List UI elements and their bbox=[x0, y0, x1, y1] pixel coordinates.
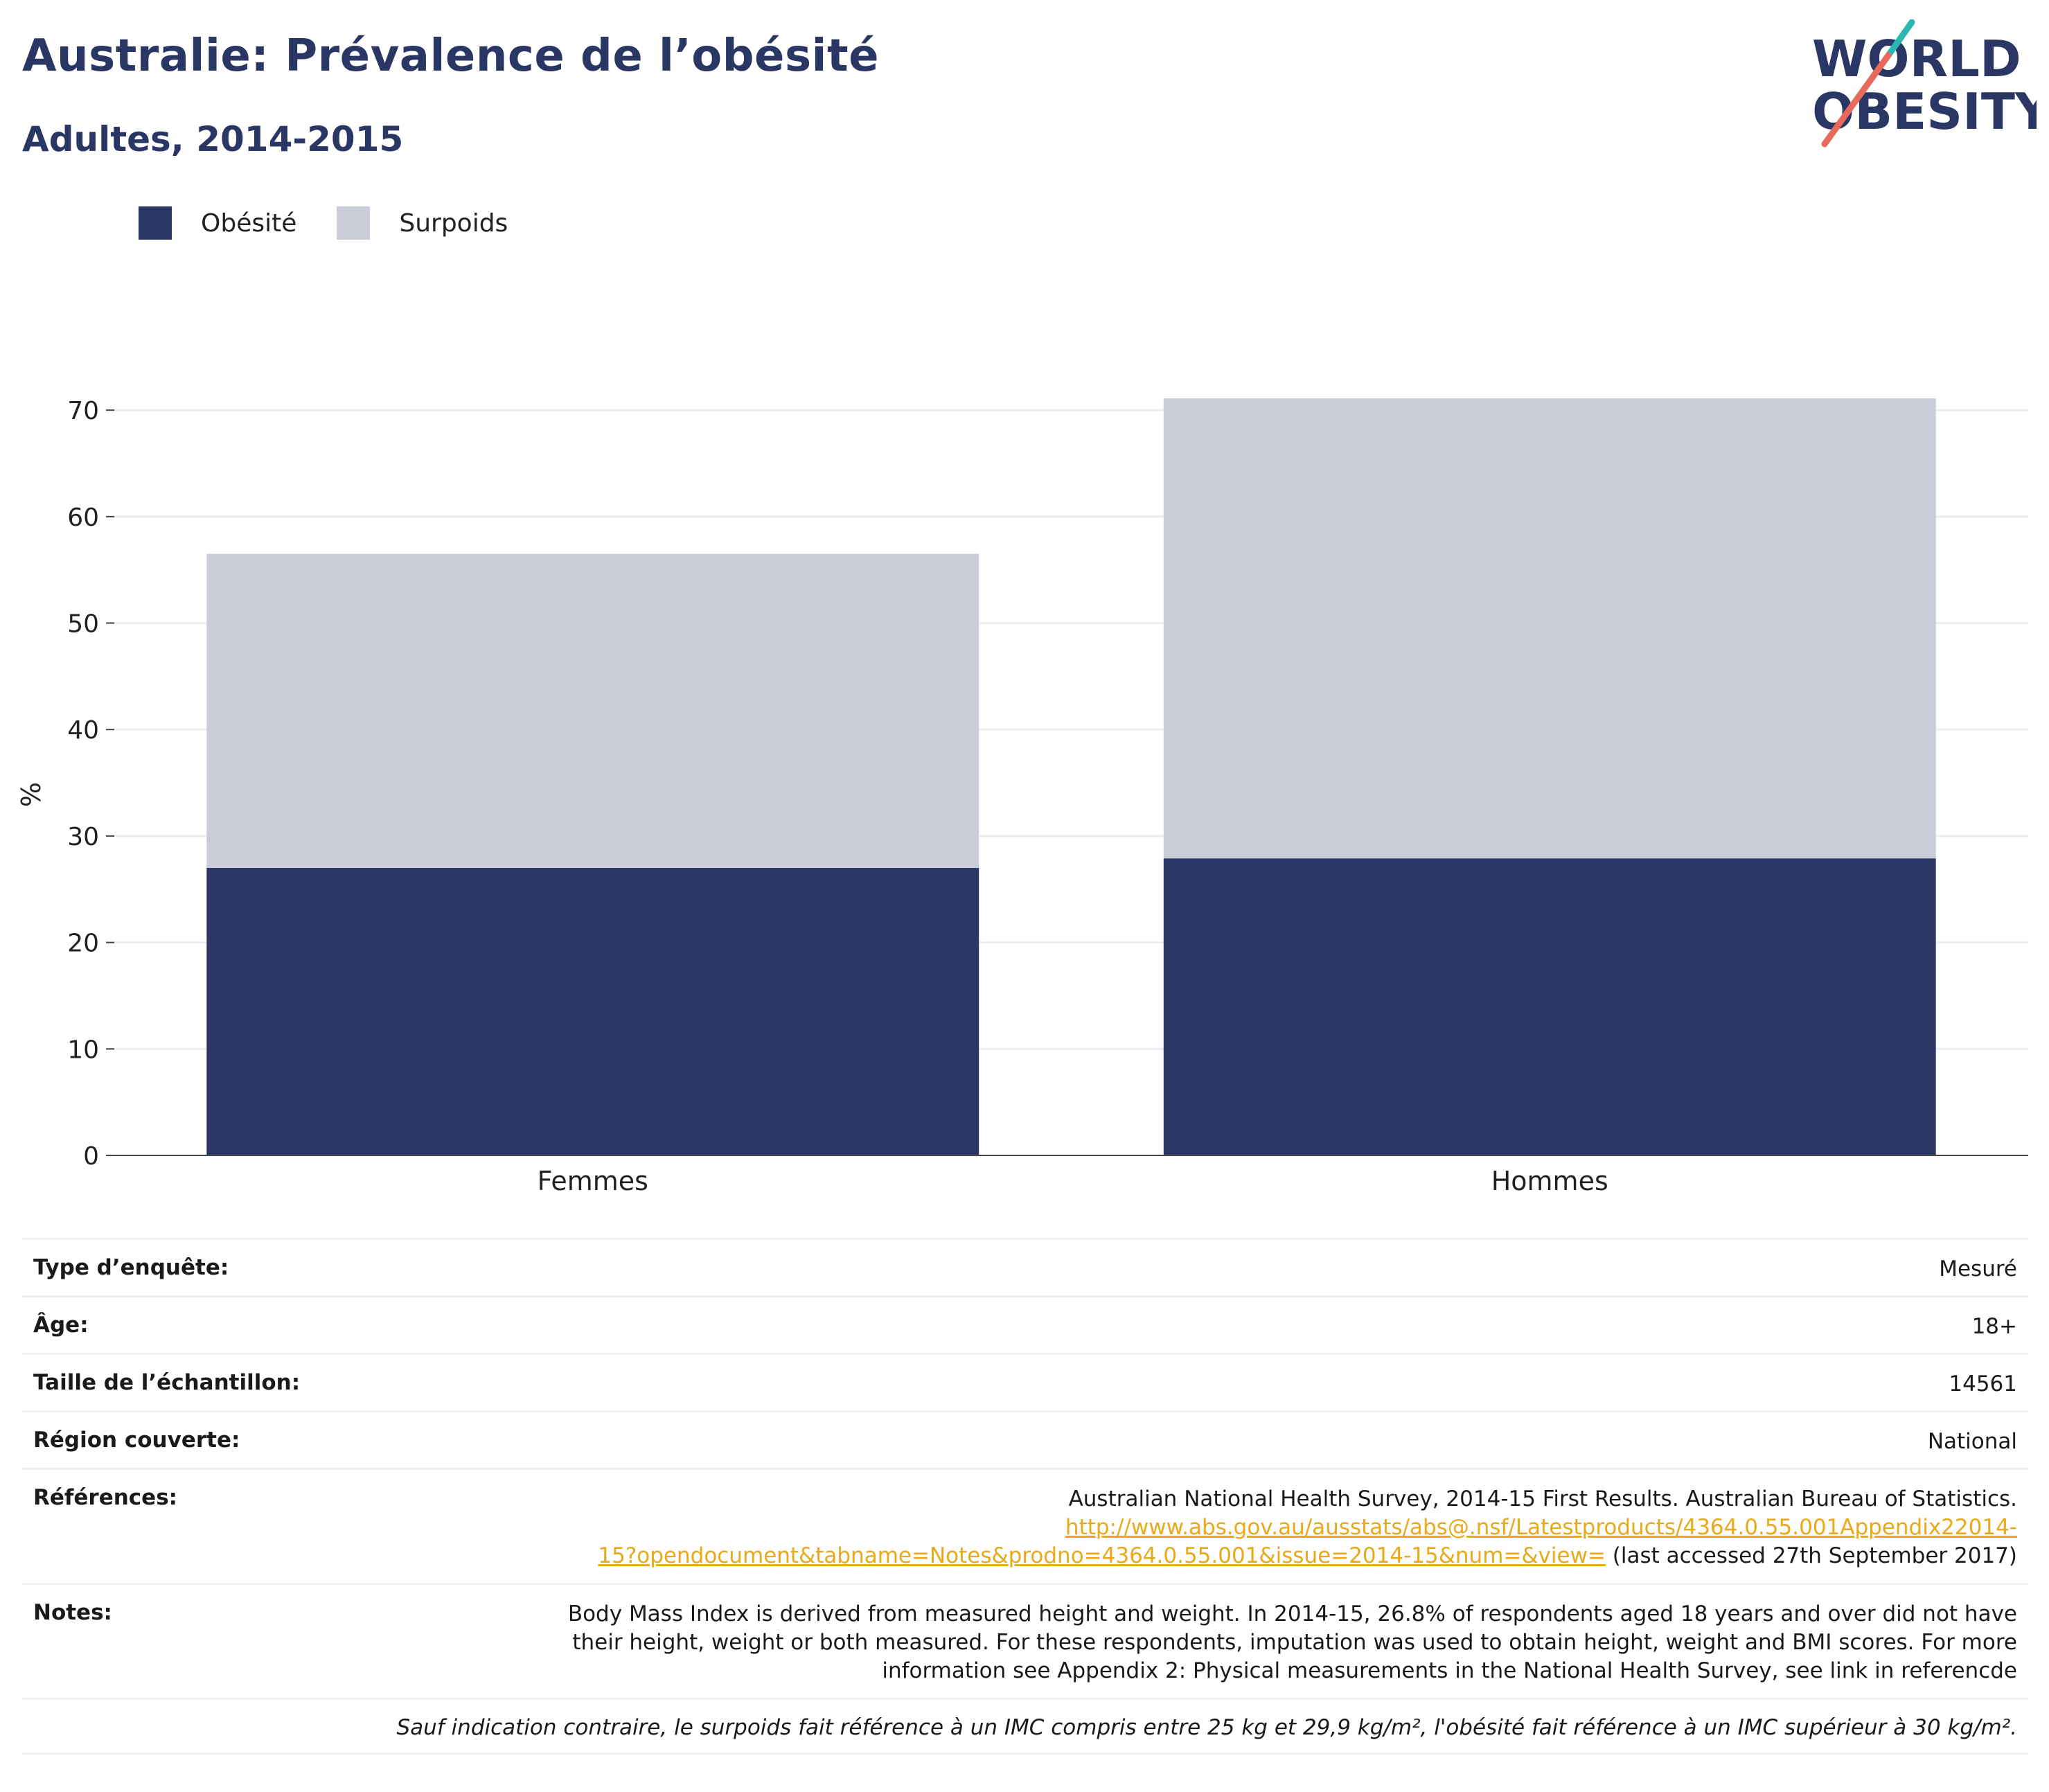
legend-swatch-overweight bbox=[337, 206, 371, 240]
bar-femmes-surpoids[interactable] bbox=[206, 553, 979, 869]
legend-label-obesity: Obésité bbox=[201, 209, 297, 238]
y-tick-label: 40 bbox=[67, 716, 99, 745]
notes-label: Notes: bbox=[33, 1600, 112, 1625]
x-tick-label: Femmes bbox=[538, 1166, 648, 1196]
footnote: Sauf indication contraire, le surpoids f… bbox=[396, 1715, 2017, 1740]
y-tick-label: 30 bbox=[67, 823, 99, 851]
reference-citation: Australian National Health Survey, 2014-… bbox=[1068, 1487, 2017, 1511]
info-row-notes: Notes: Body Mass Index is derived from m… bbox=[22, 1583, 2028, 1698]
info-row-references: Références: Australian National Health S… bbox=[22, 1468, 2028, 1583]
age-label: Âge: bbox=[33, 1313, 89, 1338]
info-row-age: Âge: 18+ bbox=[22, 1295, 2028, 1353]
references-value: Australian National Health Survey, 2014-… bbox=[598, 1470, 2017, 1570]
legend-swatch-obesity bbox=[139, 206, 172, 240]
info-row-survey-type: Type d’enquête: Mesuré bbox=[22, 1238, 2028, 1295]
y-tick-label: 10 bbox=[67, 1036, 99, 1064]
y-tick-label: 20 bbox=[67, 930, 99, 958]
region-value: National bbox=[1927, 1429, 2017, 1454]
notes-line-2: their height, weight or both measured. F… bbox=[572, 1630, 2017, 1655]
references-label: Références: bbox=[33, 1485, 178, 1510]
notes-line-3: information see Appendix 2: Physical mea… bbox=[882, 1658, 2017, 1683]
bar-hommes-surpoids[interactable] bbox=[1163, 398, 1936, 859]
info-row-sample-size: Taille de l’échantillon: 14561 bbox=[22, 1353, 2028, 1410]
legend-item-overweight[interactable]: Surpoids bbox=[337, 206, 508, 240]
legend-item-obesity[interactable]: Obésité bbox=[139, 206, 296, 240]
sample-size-label: Taille de l’échantillon: bbox=[33, 1370, 301, 1395]
sample-size-value: 14561 bbox=[1949, 1372, 2017, 1396]
reference-link-part1[interactable]: http://www.abs.gov.au/ausstats/abs@.nsf/… bbox=[1065, 1515, 2017, 1540]
stacked-bar-chart: 0 10 20 30 40 50 60 70 Femmes Hommes % bbox=[16, 397, 2028, 1196]
page-title: Australie: Prévalence de l’obésité bbox=[22, 30, 879, 82]
logo-slash-teal bbox=[1885, 19, 1915, 59]
survey-type-label: Type d’enquête: bbox=[33, 1255, 229, 1280]
logo-text-world: WORLD bbox=[1812, 30, 2021, 88]
survey-type-value: Mesuré bbox=[1939, 1257, 2017, 1281]
chart-legend: Obésité Surpoids bbox=[139, 206, 548, 240]
x-axis-labels: Femmes Hommes bbox=[538, 1166, 1608, 1196]
notes-line-1: Body Mass Index is derived from measured… bbox=[567, 1602, 2017, 1626]
region-label: Région couverte: bbox=[33, 1428, 240, 1453]
y-tick-label: 70 bbox=[67, 397, 99, 425]
bars bbox=[206, 398, 1936, 1155]
y-tick-label: 60 bbox=[67, 504, 99, 532]
bar-hommes-obésité[interactable] bbox=[1163, 858, 1936, 1155]
reference-accessed: (last accessed 27th September 2017) bbox=[1605, 1543, 2017, 1568]
logo-slash-coral bbox=[1821, 52, 1892, 148]
y-axis-ticks: 0 10 20 30 40 50 60 70 bbox=[67, 397, 114, 1171]
y-axis-label: % bbox=[16, 782, 46, 807]
y-tick-label: 50 bbox=[67, 610, 99, 639]
reference-link-part2[interactable]: 15?opendocument&tabname=Notes&prodno=436… bbox=[598, 1543, 1606, 1568]
info-row-region: Région couverte: National bbox=[22, 1410, 2028, 1468]
survey-info-table: Type d’enquête: Mesuré Âge: 18+ Taille d… bbox=[22, 1238, 2028, 1755]
world-obesity-logo: WORLD OBESITY bbox=[1812, 19, 2037, 148]
bar-femmes-obésité[interactable] bbox=[206, 868, 979, 1155]
y-tick-label: 0 bbox=[83, 1142, 99, 1171]
page-subtitle: Adultes, 2014-2015 bbox=[22, 119, 404, 159]
notes-value: Body Mass Index is derived from measured… bbox=[568, 1585, 2017, 1685]
legend-label-overweight: Surpoids bbox=[399, 209, 508, 238]
age-value: 18+ bbox=[1971, 1314, 2017, 1339]
x-tick-label: Hommes bbox=[1491, 1166, 1608, 1196]
info-row-footnote: Sauf indication contraire, le surpoids f… bbox=[22, 1698, 2028, 1755]
